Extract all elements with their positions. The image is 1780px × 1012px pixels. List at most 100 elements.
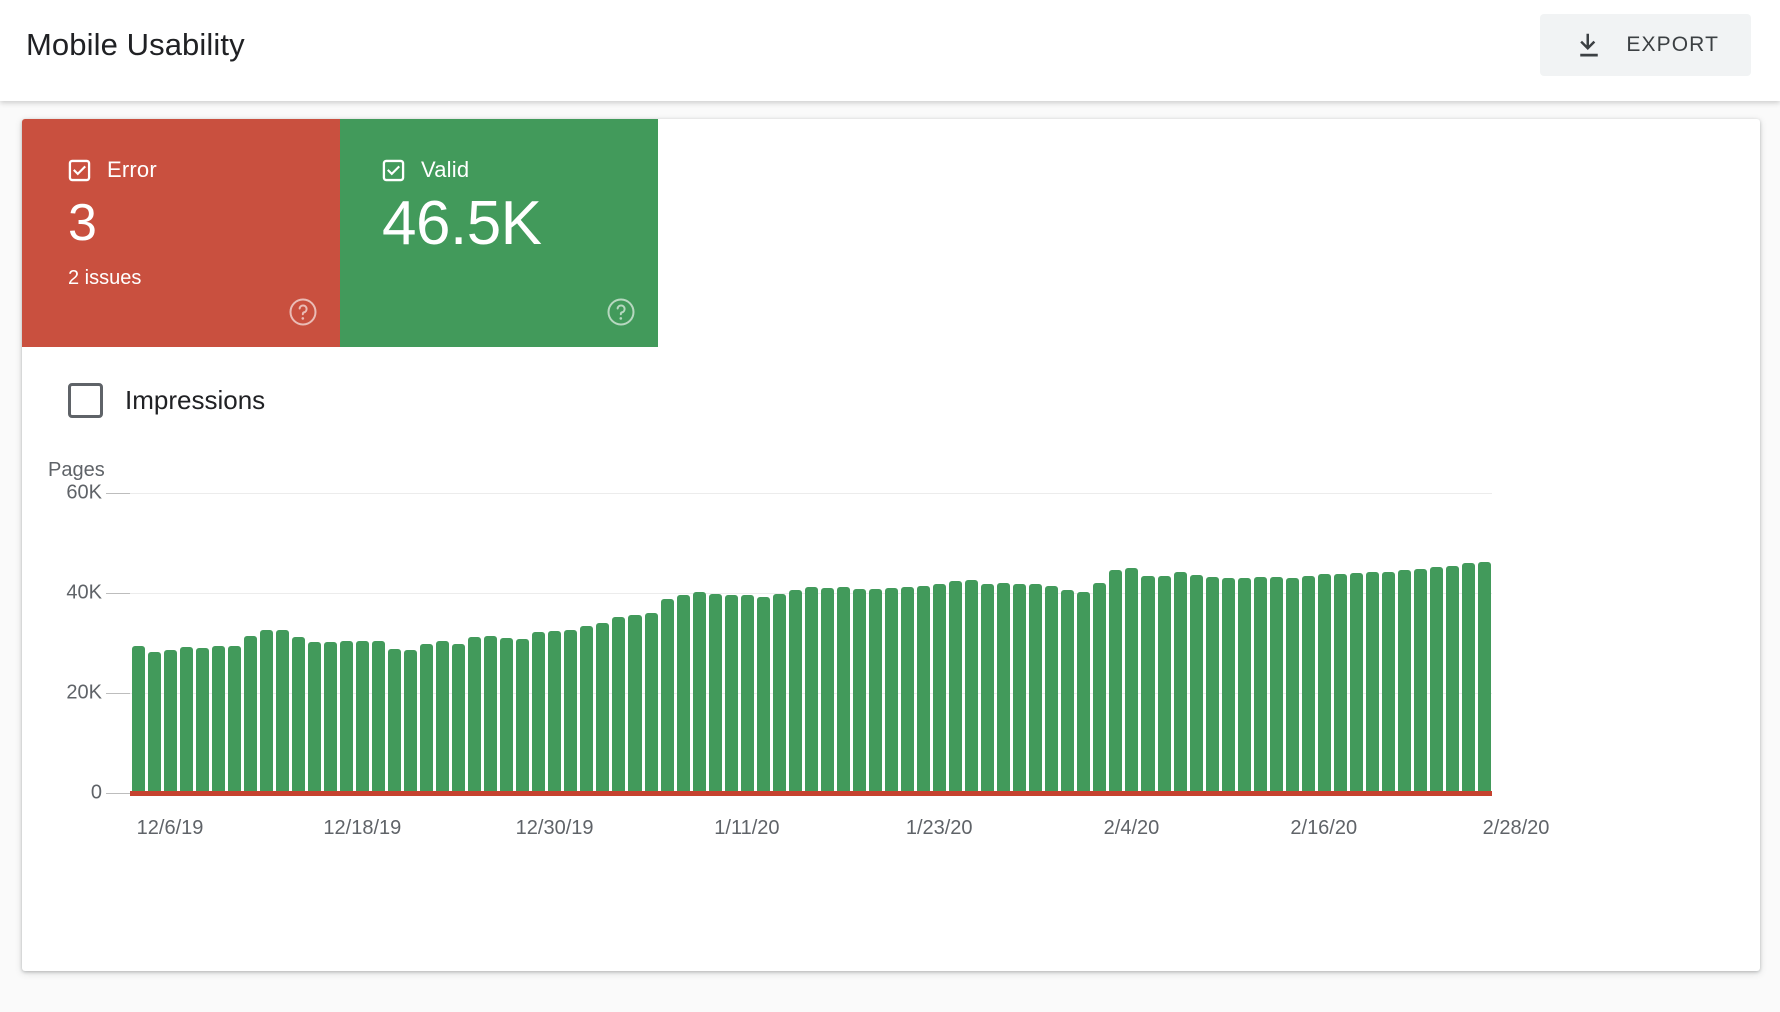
- chart-bar[interactable]: [1316, 493, 1332, 793]
- chart-bar[interactable]: [1268, 493, 1284, 793]
- chart-bar[interactable]: [1044, 493, 1060, 793]
- chart-bar[interactable]: [1140, 493, 1156, 793]
- chart-bar[interactable]: [1156, 493, 1172, 793]
- chart-bar[interactable]: [883, 493, 899, 793]
- chart-bar[interactable]: [1332, 493, 1348, 793]
- chart-bar[interactable]: [1028, 493, 1044, 793]
- chart-bar[interactable]: [547, 493, 563, 793]
- chart-bar[interactable]: [563, 493, 579, 793]
- chart-bar[interactable]: [1076, 493, 1092, 793]
- chart-bar-fill: [1109, 569, 1123, 793]
- chart-bar[interactable]: [435, 493, 451, 793]
- y-axis-tick-labels: 0 20K 40K 60K: [22, 482, 102, 804]
- chart-bar[interactable]: [499, 493, 515, 793]
- chart-bar[interactable]: [226, 493, 242, 793]
- chart-bar[interactable]: [1124, 493, 1140, 793]
- chart-bar[interactable]: [242, 493, 258, 793]
- chart-bar[interactable]: [194, 493, 210, 793]
- chart-bar[interactable]: [178, 493, 194, 793]
- chart-bar[interactable]: [403, 493, 419, 793]
- chart-bar[interactable]: [803, 493, 819, 793]
- chart-bar[interactable]: [1060, 493, 1076, 793]
- chart-bar[interactable]: [1364, 493, 1380, 793]
- chart-bar[interactable]: [274, 493, 290, 793]
- chart-bar[interactable]: [867, 493, 883, 793]
- chart-bar[interactable]: [322, 493, 338, 793]
- chart-bar[interactable]: [419, 493, 435, 793]
- chart-bar[interactable]: [387, 493, 403, 793]
- chart-bar[interactable]: [851, 493, 867, 793]
- chart-bar[interactable]: [691, 493, 707, 793]
- chart-bar[interactable]: [723, 493, 739, 793]
- chart-bar[interactable]: [338, 493, 354, 793]
- chart-bar[interactable]: [1236, 493, 1252, 793]
- chart-bar[interactable]: [755, 493, 771, 793]
- chart-bar[interactable]: [1300, 493, 1316, 793]
- chart-bar[interactable]: [627, 493, 643, 793]
- chart-bar[interactable]: [1012, 493, 1028, 793]
- chart-bar[interactable]: [916, 493, 932, 793]
- chart-bar-fill: [275, 629, 289, 793]
- chart-bar[interactable]: [659, 493, 675, 793]
- chart-bar[interactable]: [370, 493, 386, 793]
- chart-bar[interactable]: [515, 493, 531, 793]
- series-toggle-impressions[interactable]: Impressions: [22, 347, 265, 418]
- help-circle-icon[interactable]: [288, 297, 318, 327]
- chart-bar[interactable]: [675, 493, 691, 793]
- chart-bar[interactable]: [1413, 493, 1429, 793]
- chart-bar[interactable]: [210, 493, 226, 793]
- chart-bar[interactable]: [1461, 493, 1477, 793]
- chart-bar[interactable]: [595, 493, 611, 793]
- chart-bar[interactable]: [932, 493, 948, 793]
- checkbox-checked-icon[interactable]: [382, 159, 405, 182]
- chart-bar[interactable]: [1108, 493, 1124, 793]
- chart-bar[interactable]: [306, 493, 322, 793]
- chart-bar[interactable]: [1348, 493, 1364, 793]
- chart-bar[interactable]: [1220, 493, 1236, 793]
- chart-bar[interactable]: [1429, 493, 1445, 793]
- chart-bar[interactable]: [787, 493, 803, 793]
- chart-bar[interactable]: [643, 493, 659, 793]
- help-circle-icon[interactable]: [606, 297, 636, 327]
- chart-bar[interactable]: [948, 493, 964, 793]
- chart-bar[interactable]: [611, 493, 627, 793]
- chart-bar[interactable]: [354, 493, 370, 793]
- chart-bar[interactable]: [531, 493, 547, 793]
- chart-bar[interactable]: [739, 493, 755, 793]
- checkbox-unchecked-icon[interactable]: [68, 383, 103, 418]
- chart-bar[interactable]: [964, 493, 980, 793]
- chart-bar[interactable]: [579, 493, 595, 793]
- chart-bar[interactable]: [467, 493, 483, 793]
- chart-bar[interactable]: [1092, 493, 1108, 793]
- chart-bar-fill: [852, 588, 866, 793]
- chart-bar[interactable]: [980, 493, 996, 793]
- chart-bar[interactable]: [290, 493, 306, 793]
- chart-bar[interactable]: [130, 493, 146, 793]
- chart-bar[interactable]: [451, 493, 467, 793]
- chart-bar-fill: [243, 635, 257, 793]
- chart-bar[interactable]: [1477, 493, 1493, 793]
- chart-bar[interactable]: [1396, 493, 1412, 793]
- status-tile-valid[interactable]: Valid 46.5K: [340, 119, 658, 347]
- chart-bar[interactable]: [819, 493, 835, 793]
- export-button[interactable]: EXPORT: [1540, 14, 1751, 76]
- chart-bar[interactable]: [483, 493, 499, 793]
- chart-bar[interactable]: [707, 493, 723, 793]
- chart-bar[interactable]: [162, 493, 178, 793]
- chart-bar[interactable]: [900, 493, 916, 793]
- chart-bar[interactable]: [1380, 493, 1396, 793]
- chart-bar[interactable]: [1204, 493, 1220, 793]
- chart-bar[interactable]: [771, 493, 787, 793]
- chart-bar[interactable]: [1445, 493, 1461, 793]
- chart-bar[interactable]: [1284, 493, 1300, 793]
- checkbox-checked-icon[interactable]: [68, 159, 91, 182]
- chart-bar[interactable]: [1188, 493, 1204, 793]
- chart-bar[interactable]: [835, 493, 851, 793]
- chart-bar[interactable]: [1172, 493, 1188, 793]
- chart-bar[interactable]: [1252, 493, 1268, 793]
- chart-bar[interactable]: [996, 493, 1012, 793]
- chart-bar-fill: [1414, 568, 1428, 793]
- chart-bar[interactable]: [146, 493, 162, 793]
- status-tile-error[interactable]: Error 3 2 issues: [22, 119, 340, 347]
- chart-bar[interactable]: [258, 493, 274, 793]
